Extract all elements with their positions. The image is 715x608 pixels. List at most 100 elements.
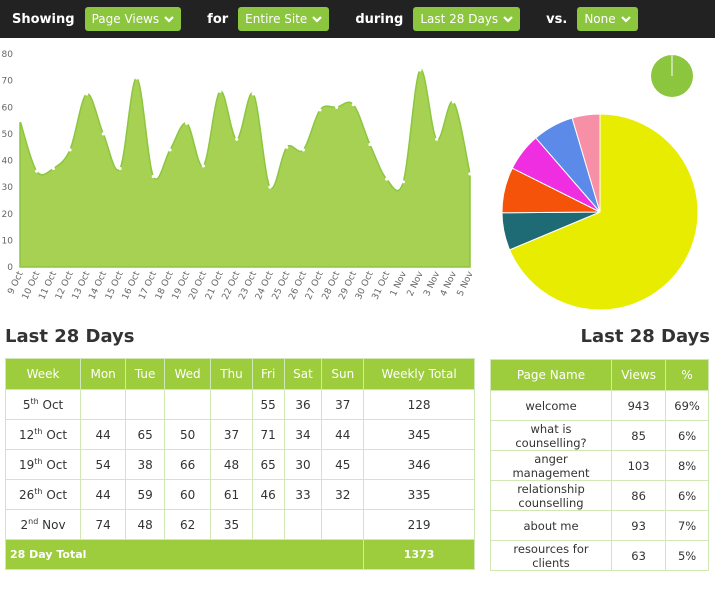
pie-slice	[508, 113, 699, 311]
point	[285, 145, 289, 149]
y-tick-label: 0	[7, 263, 13, 273]
day-cell: 35	[210, 509, 253, 540]
day-cell	[321, 509, 365, 540]
cell: resources for clients	[490, 540, 612, 571]
day-cell	[251, 509, 285, 540]
table-title: Last 28 Days	[5, 326, 135, 347]
column-header: Views	[610, 359, 667, 391]
footer-label: 28 Day Total	[4, 539, 365, 570]
day-cell: 55	[251, 389, 285, 420]
footer-row: 28 Day Total 1373	[4, 539, 475, 570]
dropdown-text: None	[584, 12, 616, 26]
week-month: Nov	[42, 518, 66, 532]
dropdown-text: Page Views	[91, 12, 160, 26]
day-cell: 61	[210, 479, 253, 510]
day-cell	[80, 389, 127, 420]
y-tick-label: 10	[2, 236, 14, 246]
point	[335, 105, 339, 109]
day-cell	[283, 509, 323, 540]
dropdown[interactable]: Entire Site	[238, 7, 330, 31]
day-cell	[125, 389, 165, 420]
cell: 63	[610, 540, 667, 571]
week-day: 26	[18, 488, 35, 502]
footer-total: 1373	[363, 539, 475, 570]
dropdown[interactable]: Page Views	[84, 7, 182, 31]
day-cell: 44	[321, 419, 365, 450]
point	[351, 102, 355, 107]
point	[85, 92, 89, 96]
day-cell: 36	[283, 389, 323, 420]
point	[468, 172, 472, 176]
day-cell: 37	[321, 389, 365, 420]
day-cell: 65	[251, 449, 285, 480]
day-cell: 62	[163, 509, 212, 540]
day-cell: 30	[283, 449, 323, 480]
cell: 943	[610, 390, 667, 421]
day-cell: 59	[125, 479, 165, 510]
point	[35, 169, 39, 173]
y-tick-label: 20	[2, 210, 14, 220]
point	[101, 132, 105, 136]
day-cell: 46	[251, 479, 285, 510]
cell: 93	[610, 510, 667, 541]
point	[51, 166, 55, 171]
day-cell	[163, 389, 212, 420]
week-suffix: th	[30, 397, 39, 406]
row: about me 93 7%	[490, 510, 709, 541]
column-header: Fri	[251, 358, 285, 390]
y-tick-label: 50	[2, 130, 14, 140]
column-header: Tue	[125, 358, 165, 390]
day-cell: 50	[163, 419, 212, 450]
day-cell: 38	[125, 449, 165, 480]
week-suffix: th	[34, 487, 43, 496]
row: relationship counselling 86 6%	[490, 480, 709, 511]
day-cell: 60	[163, 479, 212, 510]
chevron	[164, 16, 174, 23]
point	[235, 137, 239, 141]
point	[451, 100, 455, 104]
cell: what is counselling?	[490, 420, 612, 451]
dropdown[interactable]: Last 28 Days	[413, 7, 521, 31]
day-cell: 48	[210, 449, 253, 480]
point	[418, 68, 422, 72]
day-cell: 54	[80, 449, 127, 480]
day-cell: 44	[80, 479, 127, 510]
day-cell	[210, 389, 253, 420]
dropdown[interactable]: None	[577, 7, 638, 31]
y-tick-label: 40	[2, 157, 14, 167]
week-cell: 2nd Nov	[4, 509, 82, 540]
row: 19th Oct 54 38 66 48 65 30 45 346	[4, 449, 475, 480]
day-cell: 32	[321, 479, 365, 510]
point	[251, 92, 255, 96]
dropdown-text: Entire Site	[245, 12, 308, 26]
week-cell: 12th Oct	[4, 419, 82, 450]
cell: 7%	[665, 510, 709, 541]
week-month: Oct	[46, 428, 68, 442]
point	[368, 142, 372, 147]
page-table: Page Name Views% welcome 943 69% what is coun…	[490, 359, 709, 571]
column-header: Page Name	[490, 359, 612, 391]
week-suffix: nd	[28, 517, 39, 526]
cell: 6%	[665, 480, 709, 511]
column-header: Thu	[210, 358, 253, 390]
day-cell: 34	[283, 419, 323, 450]
row: what is counselling? 85 6%	[490, 420, 709, 451]
pie-slice	[571, 113, 601, 213]
point	[201, 164, 205, 168]
cell: 8%	[665, 450, 709, 481]
week-day: 5	[22, 398, 31, 412]
total-cell: 128	[363, 389, 475, 420]
day-cell: 33	[283, 479, 323, 510]
total-cell: 345	[363, 419, 475, 450]
point	[118, 166, 122, 171]
point	[18, 118, 22, 123]
label: vs.	[546, 11, 568, 27]
week-day: 12	[18, 428, 35, 442]
y-tick-label: 80	[2, 50, 14, 60]
row: resources for clients 63 5%	[490, 540, 709, 571]
top-bar: Showing Page Views for Entire Site durin…	[0, 0, 715, 38]
point	[68, 148, 72, 152]
column-header: %	[665, 359, 709, 391]
chevron	[312, 16, 323, 23]
cell: 69%	[665, 390, 709, 421]
